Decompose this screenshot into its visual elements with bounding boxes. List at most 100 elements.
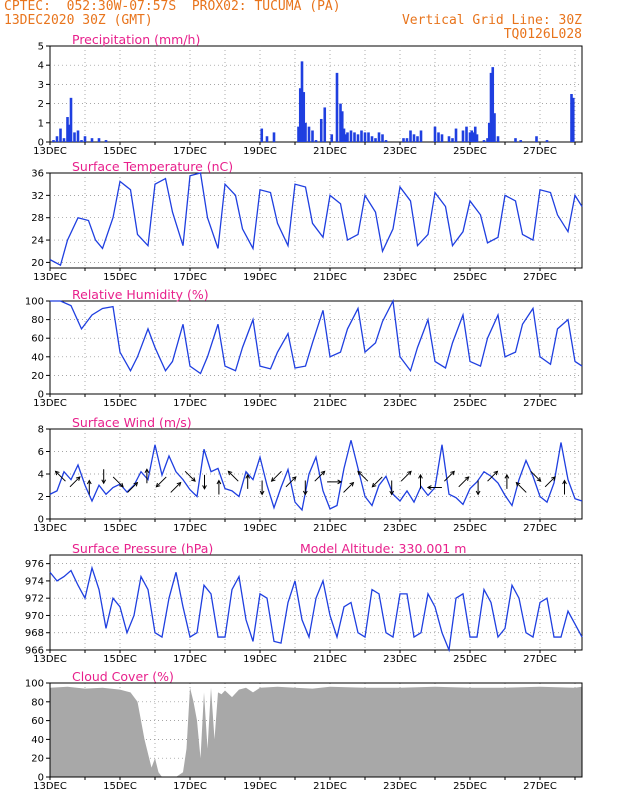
x-tick-label: 27DEC [523, 398, 557, 409]
precip-bar [62, 138, 66, 142]
wind-arrow-head [349, 481, 355, 487]
wind-arrow-head [86, 479, 92, 485]
x-tick-label: 15DEC [103, 272, 137, 283]
wind-arrow-head [407, 470, 412, 476]
precip-bar [440, 134, 444, 142]
y-tick-label: 4 [38, 470, 44, 481]
wind-arrow-head [371, 482, 377, 488]
panel-title: Surface Wind (m/s) [72, 415, 192, 430]
x-tick-label: 23DEC [383, 272, 417, 283]
wind-arrow-head [202, 485, 207, 490]
wind-arrow [343, 482, 354, 493]
model-altitude: Model Altitude: 330.001 m [300, 541, 466, 556]
wind-arrow-head [227, 470, 233, 476]
precip-bar [374, 138, 377, 142]
x-tick-label: 27DEC [523, 272, 557, 283]
precip-bar [97, 138, 101, 142]
precip-bar [66, 117, 69, 142]
x-tick-label: 19DEC [243, 146, 277, 157]
x-tick-label: 19DEC [243, 654, 277, 665]
y-tick-label: 20 [31, 258, 44, 269]
wind-arrow-head [216, 479, 222, 485]
wind-arrow-head [320, 470, 326, 476]
precip-bar [83, 136, 87, 142]
precip-bar [67, 124, 71, 142]
y-tick-label: 32 [31, 191, 44, 202]
precip-bar [416, 136, 419, 142]
wind-arrow-head [357, 470, 362, 476]
panel-title: Relative Humidity (%) [72, 287, 209, 302]
x-tick-label: 15DEC [103, 146, 137, 157]
precip-bar [297, 126, 300, 142]
precip-bar [437, 132, 440, 142]
wind-arrow [112, 476, 124, 488]
precip-bar [514, 138, 517, 142]
wind-arrow-head [389, 490, 395, 496]
wind-arrow [371, 476, 383, 488]
y-tick-label: 970 [25, 611, 44, 622]
precip-bar [475, 134, 479, 142]
panel-5: 0 20 40 60 80 100 13DEC 15DEC 17DEC 19DEC 21DEC 23D… [25, 669, 583, 792]
precip-bar [272, 132, 276, 142]
plot-frame [49, 172, 583, 269]
precip-bar [73, 132, 76, 142]
wind-arrow-head [426, 485, 432, 490]
wind-arrow [544, 476, 556, 488]
x-tick-label: 13DEC [33, 398, 67, 409]
y-tick-label: 1 [38, 118, 44, 129]
precip-bar [402, 138, 405, 142]
x-tick-label: 17DEC [173, 272, 207, 283]
x-tick-label: 19DEC [243, 523, 277, 534]
wind-arrow [357, 470, 369, 482]
precip-bar [570, 94, 573, 142]
x-tick-label: 23DEC [383, 654, 417, 665]
y-tick-label: 976 [25, 559, 44, 570]
precip-bar [447, 136, 451, 142]
y-tick-label: 972 [25, 594, 44, 605]
precip-bar [104, 140, 108, 142]
x-tick-label: 25DEC [453, 781, 487, 792]
wind-arrow [155, 476, 167, 488]
y-tick-label: 20 [31, 371, 44, 382]
precip-bar [571, 97, 575, 142]
x-tick-label: 23DEC [383, 781, 417, 792]
wind-arrow-head [418, 473, 423, 479]
x-tick-label: 17DEC [173, 654, 207, 665]
plot-frame [49, 300, 583, 395]
header-line2: 13DEC2020 30Z (GMT) [4, 13, 153, 28]
plot-frame-top [49, 682, 583, 778]
y-tick-label: 8 [38, 425, 44, 436]
precip-bar [487, 122, 491, 142]
wind-arrow [55, 470, 66, 482]
precip-bar [76, 130, 80, 142]
panel-title: Surface Temperature (nC) [72, 159, 233, 174]
precip-bar [409, 130, 412, 142]
y-tick-label: 0 [38, 515, 44, 526]
precip-bar [486, 138, 489, 142]
wind-arrow [458, 476, 470, 488]
y-tick-label: 80 [31, 697, 44, 708]
wind-arrow [530, 470, 542, 482]
precip-bar [314, 140, 318, 142]
y-tick-label: 36 [31, 169, 44, 180]
x-tick-label: 27DEC [523, 146, 557, 157]
wind-arrow-head [259, 490, 265, 496]
precip-bar [381, 134, 384, 142]
wind-arrow-head [515, 481, 521, 487]
precip-bar [342, 128, 346, 142]
panel-3: 0 2 4 6 8 13DEC 15DEC 17DEC 19DEC 21DEC 23DEC 25DEC… [33, 415, 583, 534]
wind-arrow [400, 470, 412, 482]
y-tick-label: 28 [31, 213, 44, 224]
wind-arrow-head [245, 473, 251, 479]
x-tick-label: 15DEC [103, 781, 137, 792]
x-tick-label: 15DEC [103, 523, 137, 534]
y-tick-label: 2 [38, 492, 44, 503]
x-tick-label: 17DEC [173, 398, 207, 409]
precip-bar [339, 103, 342, 142]
x-tick-label: 25DEC [453, 272, 487, 283]
precip-bar [300, 61, 304, 142]
x-tick-label: 21DEC [313, 146, 347, 157]
wind-arrow-head [551, 476, 556, 481]
precip-bar [451, 138, 454, 142]
x-tick-label: 13DEC [33, 523, 67, 534]
